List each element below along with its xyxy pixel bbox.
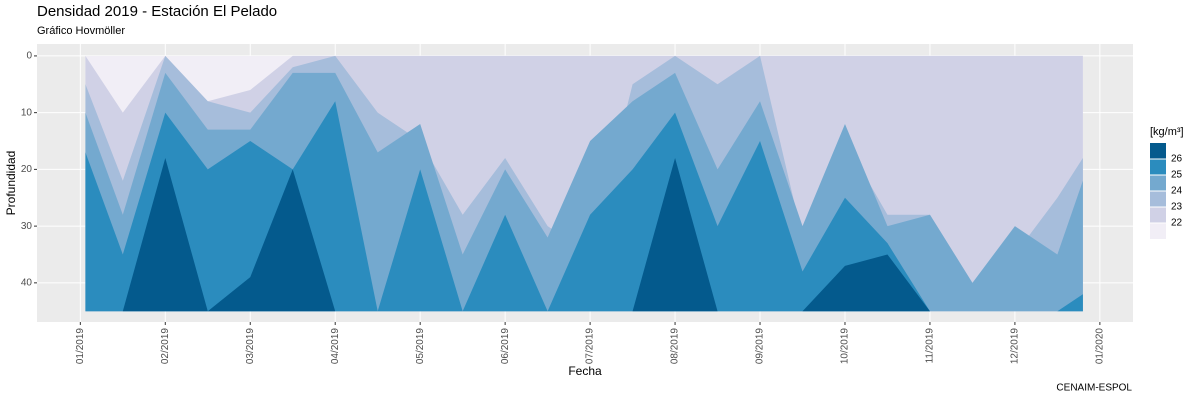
legend-label: 22 [1171,218,1183,229]
x-tick-label: 03/2019 [245,328,256,365]
legend-swatch [1150,223,1166,239]
y-tick-label: 40 [21,277,33,288]
x-tick-label: 01/2020 [1095,328,1106,365]
x-tick-label: 02/2019 [160,328,171,365]
y-tick-label: 10 [21,107,33,118]
y-tick-label: 30 [21,221,33,232]
caption: CENAIM-ESPOL [1056,383,1132,394]
y-tick-label: 20 [21,164,33,175]
legend-label: 24 [1171,186,1183,197]
x-tick-label: 12/2019 [1010,328,1021,365]
legend-swatch [1150,175,1166,191]
legend-swatch [1150,159,1166,175]
legend-swatch [1150,143,1166,159]
x-tick-label: 06/2019 [500,328,511,365]
x-tick-label: 11/2019 [925,328,936,364]
legend-label: 26 [1171,154,1183,165]
x-tick-label: 07/2019 [585,328,596,365]
chart-subtitle: Gráfico Hovmöller [37,25,125,37]
x-tick-label: 01/2019 [75,328,86,365]
y-axis-title: Profundidad [4,151,18,216]
legend-swatch [1150,207,1166,223]
density-band [85,101,1083,312]
x-tick-label: 05/2019 [415,328,426,365]
density-band [85,158,1083,312]
x-tick-label: 04/2019 [330,328,341,365]
x-tick-label: 08/2019 [670,328,681,365]
legend-label: 23 [1171,202,1183,213]
x-tick-label: 10/2019 [840,328,851,365]
x-axis-title: Fecha [568,364,602,378]
chart-title: Densidad 2019 - Estación El Pelado [37,3,277,20]
y-tick-label: 0 [26,51,32,62]
x-tick-label: 09/2019 [755,328,766,365]
legend-label: 25 [1171,170,1183,181]
legend-title: [kg/m³] [1150,126,1184,138]
legend-swatch [1150,191,1166,207]
